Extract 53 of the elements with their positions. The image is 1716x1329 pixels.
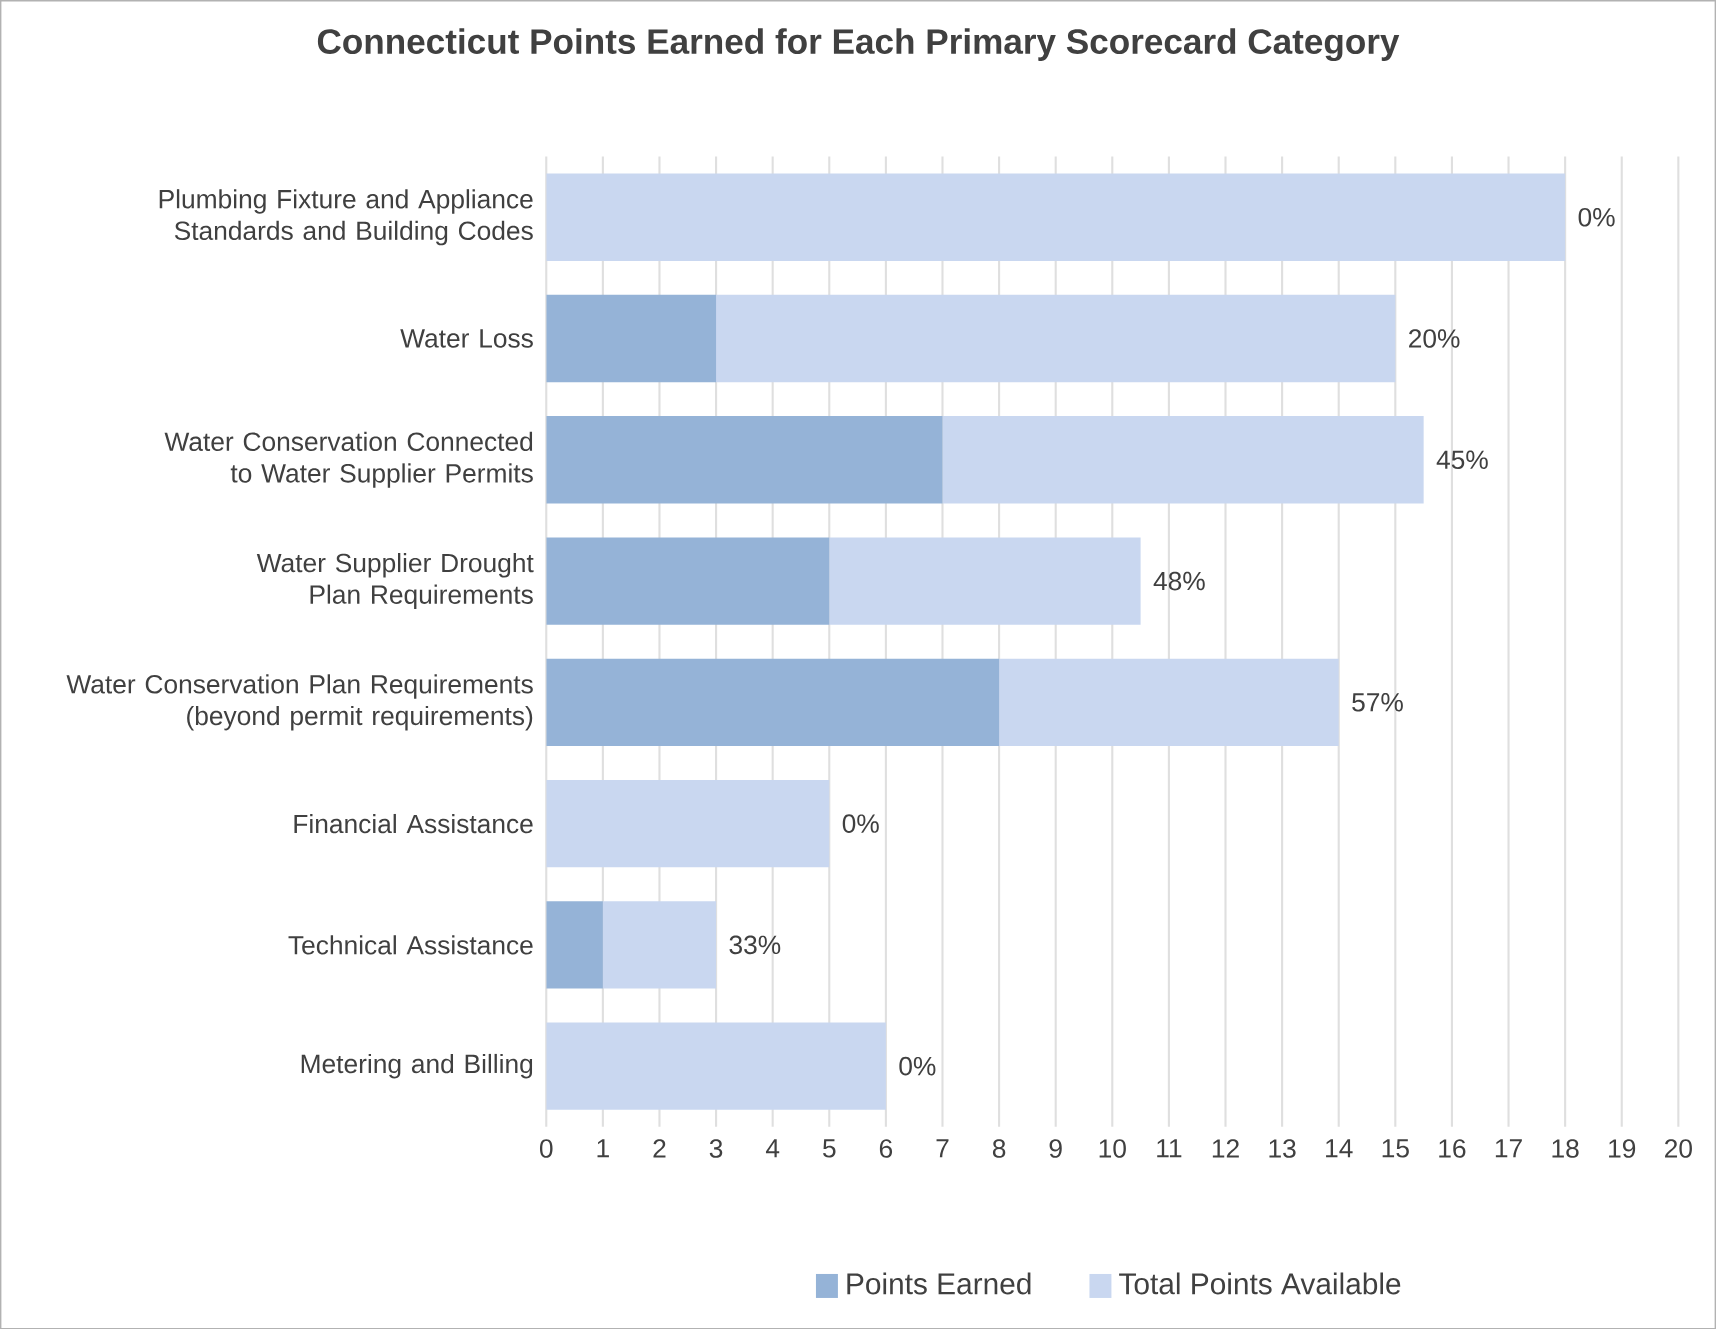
x-tick-label: 6 bbox=[879, 1139, 893, 1158]
x-tick-label: 17 bbox=[1495, 1139, 1522, 1158]
x-tick-label: 10 bbox=[1099, 1139, 1126, 1158]
bar bbox=[546, 658, 1000, 746]
x-tick-label: 3 bbox=[709, 1139, 723, 1158]
y-tick-label: Water Conservation Plan Requirements (beyond permit requirements) bbox=[66, 674, 533, 731]
x-tick-label: 20 bbox=[1665, 1139, 1692, 1158]
bar bbox=[546, 1022, 886, 1110]
x-tick-label: 15 bbox=[1382, 1139, 1409, 1158]
x-tick-label: 11 bbox=[1157, 1139, 1182, 1158]
x-tick-label: 19 bbox=[1609, 1139, 1636, 1158]
x-tick-label: 5 bbox=[823, 1139, 836, 1158]
bar bbox=[602, 901, 717, 989]
bar bbox=[546, 901, 603, 989]
x-tick-label: 14 bbox=[1326, 1139, 1353, 1158]
y-tick-label: Water Conservation Connected to Water Supplier Permits bbox=[164, 431, 533, 488]
x-tick-label: 9 bbox=[1049, 1139, 1062, 1158]
x-tick-label: 1 bbox=[597, 1139, 609, 1158]
annotation: 57% bbox=[1352, 692, 1403, 712]
x-tick-label: 12 bbox=[1212, 1139, 1239, 1158]
y-tick-label: Metering and Billing bbox=[301, 1053, 533, 1079]
annotation: 0% bbox=[1578, 207, 1615, 227]
x-tick-label: 4 bbox=[765, 1139, 780, 1158]
x-tick-label: 18 bbox=[1552, 1139, 1579, 1158]
annotation: 0% bbox=[842, 814, 879, 833]
x-tick-label: 16 bbox=[1439, 1139, 1466, 1158]
bar bbox=[546, 415, 943, 504]
bar bbox=[546, 173, 1566, 261]
x-tick-label: 8 bbox=[992, 1139, 1006, 1158]
x-tick-label: 2 bbox=[653, 1139, 666, 1158]
annotation: 48% bbox=[1153, 571, 1205, 591]
x-tick-label: 0 bbox=[539, 1139, 553, 1158]
annotation: 33% bbox=[729, 935, 781, 955]
y-tick-label: Financial Assistance bbox=[294, 813, 533, 834]
bar bbox=[999, 658, 1339, 746]
bar bbox=[546, 779, 830, 868]
y-tick-label: Water Loss bbox=[400, 329, 533, 348]
annotation: 20% bbox=[1409, 329, 1460, 348]
chart-title: Connecticut Points Earned for Each Primary Scorecard Category bbox=[317, 28, 1400, 61]
y-tick-label: Plumbing Fixture and Appliance Standards and Building Codes bbox=[159, 189, 533, 246]
bar bbox=[546, 294, 717, 383]
bar bbox=[546, 537, 830, 625]
x-tick-label: 7 bbox=[936, 1139, 949, 1158]
annotation: 0% bbox=[899, 1056, 936, 1076]
y-tick-label: Water Supplier Drought Plan Requirements bbox=[256, 552, 534, 609]
y-tick-label: Technical Assistance bbox=[288, 935, 533, 955]
annotation: 45% bbox=[1436, 450, 1488, 469]
bar bbox=[716, 294, 1396, 383]
legend-label: Points Earned bbox=[847, 1272, 1031, 1295]
bar bbox=[829, 537, 1141, 625]
x-tick-label: 13 bbox=[1269, 1139, 1296, 1158]
bar bbox=[942, 415, 1424, 504]
legend-label: Total Points Available bbox=[1119, 1272, 1401, 1295]
